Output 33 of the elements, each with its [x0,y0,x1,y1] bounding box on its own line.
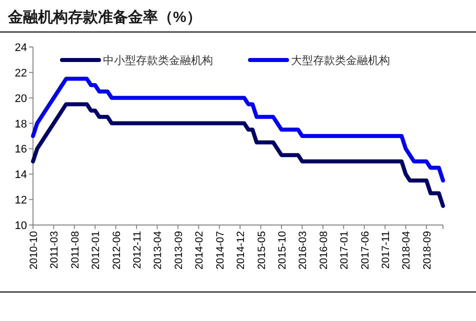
x-tick-label: 2014-02 [194,230,206,270]
x-tick-label: 2017-01 [338,230,351,270]
x-tick-label: 2010-10 [28,230,40,270]
y-tick-label: 12 [14,194,27,207]
x-tick-label: 2011-03 [48,230,61,269]
line-series [31,76,445,182]
line-series [31,102,445,208]
x-tick-label: 2014-07 [214,230,226,270]
x-tick-label: 2013-04 [152,230,164,270]
x-tick-label: 2014-12 [235,230,248,270]
y-tick-label: 16 [14,144,27,156]
x-tick-label: 2016-03 [297,230,310,270]
legend-label: 大型存款类金融机构 [291,54,390,67]
x-tick-label: 2015-05 [256,230,268,270]
y-tick-label: 20 [14,92,27,105]
legend-label: 中小型存款类金融机构 [103,54,213,67]
x-tick-label: 2015-10 [276,230,288,270]
x-tick-label: 2011-08 [69,230,82,269]
y-tick-label: 22 [14,67,27,80]
x-tick-label: 2017-06 [359,230,372,270]
x-tick-label: 2016-08 [318,230,330,270]
y-tick-label: 24 [14,42,27,54]
x-tick-label: 2018-04 [400,230,413,270]
x-tick-label: 2012-11 [132,230,144,269]
y-tick-label: 14 [14,169,27,182]
x-tick-label: 2013-09 [172,230,185,270]
x-tick-label: 2017-11 [380,230,392,269]
x-tick-label: 2012-01 [90,230,102,270]
x-tick-label: 2012-06 [110,230,123,270]
chart-title: 金融机构存款准备金率（%） [7,8,202,26]
x-tick-label: 2018-09 [421,230,434,270]
y-tick-label: 10 [14,220,27,232]
y-tick-label: 18 [14,118,27,130]
